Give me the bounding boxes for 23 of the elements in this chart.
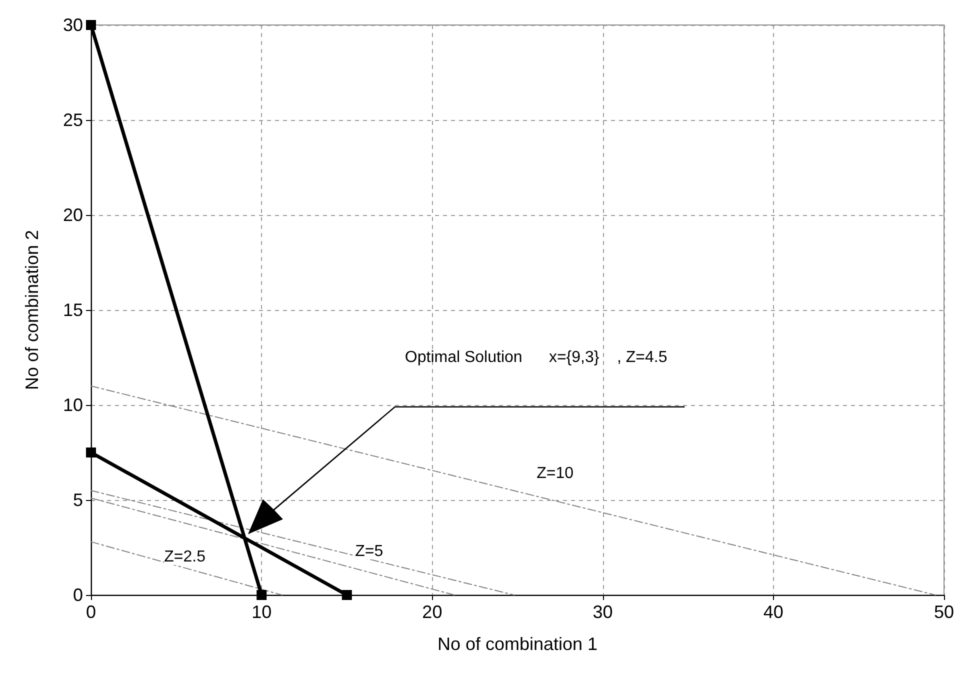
- annotation: Z=5: [355, 542, 384, 560]
- x-tick-label: 20: [422, 602, 442, 622]
- x-tick-label: 30: [592, 602, 613, 622]
- point: [342, 590, 352, 600]
- y-axis-title: No of combination 2: [22, 230, 42, 390]
- annotation: Z=10: [536, 464, 574, 482]
- y-tick-label: 15: [62, 300, 83, 320]
- x-axis-title: No of combination 1: [437, 634, 598, 654]
- annotation: Z=2.5: [164, 548, 206, 566]
- annotation: Optimal Solution x={9,3} , Z=4.5: [404, 349, 668, 366]
- y-tick-label: 5: [72, 490, 83, 510]
- y-tick-label: 10: [62, 395, 83, 415]
- x-tick-label: 50: [934, 602, 954, 622]
- point: [86, 20, 96, 30]
- x-tick-label: 10: [252, 602, 272, 622]
- y-tick-label: 25: [62, 110, 83, 130]
- x-tick-label: 0: [86, 602, 96, 622]
- y-tick-label: 20: [62, 205, 83, 225]
- point: [86, 448, 96, 458]
- y-tick-label: 30: [62, 15, 83, 35]
- x-tick-label: 40: [763, 602, 784, 622]
- point: [256, 590, 267, 600]
- y-tick-label: 0: [72, 585, 83, 605]
